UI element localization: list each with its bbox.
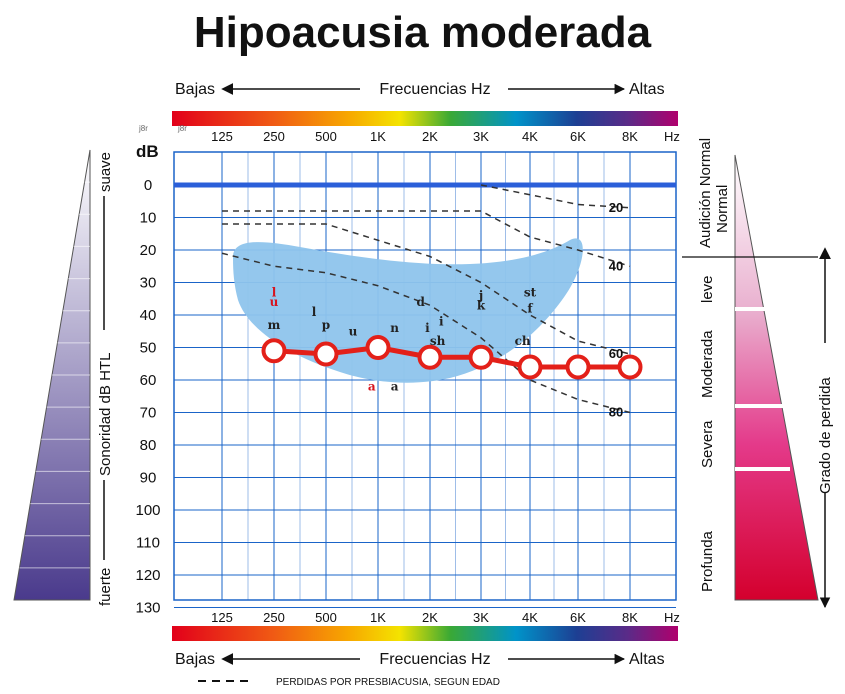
audiogram-point — [417, 344, 443, 370]
x-tick-label-top: 6K — [570, 129, 586, 144]
audiogram-point — [468, 344, 494, 370]
presbycusis-curve-label: 40 — [609, 258, 623, 273]
presbycusis-curve — [480, 184, 631, 209]
x-tick-label-top: 1K — [370, 129, 386, 144]
x-tick-label-bottom: 3K — [473, 610, 489, 625]
audiogram-point — [517, 354, 543, 380]
x-tick-label-bottom: 6K — [570, 610, 586, 625]
y-tick-label: 50 — [140, 340, 157, 357]
category-profound: Profunda — [699, 530, 716, 592]
speech-sound-label: d — [416, 295, 425, 309]
presbycusis-curve-label: 60 — [609, 346, 623, 361]
left-scale-label: Sonoridad dB HTL — [97, 353, 114, 476]
category-mild: leve — [699, 275, 716, 303]
y-tick-label: 30 — [140, 275, 157, 292]
presbycusis-curve — [222, 210, 631, 267]
db-unit-label: dB — [136, 142, 159, 161]
freq-center-label-bottom: Frecuencias Hz — [379, 651, 490, 668]
x-tick-label-bottom: 125 — [211, 610, 233, 625]
speech-sound-label: l — [272, 285, 277, 299]
freq-center-label: Frecuencias Hz — [379, 81, 490, 98]
category-moderate: Moderada — [699, 330, 716, 398]
x-tick-label-bottom: 1K — [370, 610, 386, 625]
speech-sound-label: sh — [430, 334, 446, 348]
y-tick-label: 10 — [140, 210, 157, 227]
y-tick-label: 130 — [135, 600, 160, 617]
y-tick-label: 120 — [135, 567, 160, 584]
x-tick-label-bottom: 2K — [422, 610, 438, 625]
y-tick-label: 0 — [144, 177, 152, 194]
x-tick-label-bottom: 500 — [315, 610, 337, 625]
presbycusis-curve — [222, 223, 631, 355]
category-normal-2: Normal — [714, 185, 731, 233]
x-tick-label-top: 250 — [263, 129, 285, 144]
speech-sound-label: n — [390, 321, 399, 335]
hz-unit-top: Hz — [664, 129, 680, 144]
speech-sound-label: a — [391, 380, 399, 394]
audiogram-point — [261, 338, 287, 364]
x-tick-label-top: 3K — [473, 129, 489, 144]
right-scale-label: Grado de perdida — [817, 377, 834, 494]
x-tick-label-top: 2K — [422, 129, 438, 144]
x-tick-label-bottom: 250 — [263, 610, 285, 625]
freq-high-label-bottom: Altas — [629, 651, 665, 668]
speech-sound-label: a — [368, 380, 376, 394]
speech-sound-label: i — [425, 321, 430, 335]
x-tick-label-top: 125 — [211, 129, 233, 144]
hz-unit-bottom: Hz — [664, 610, 680, 625]
y-tick-label: 90 — [140, 470, 157, 487]
freq-low-label: Bajas — [175, 81, 215, 98]
legend-text: PERDIDAS POR PRESBIACUSIA, SEGUN EDAD — [276, 677, 500, 688]
chart-title: Hipoacusia moderada — [193, 8, 652, 57]
left-label-bg — [94, 330, 114, 480]
presbycusis-curve-label: 20 — [609, 200, 623, 215]
y-tick-label: 80 — [140, 437, 157, 454]
y-tick-label: 40 — [140, 307, 157, 324]
x-tick-label-top: 8K — [622, 129, 638, 144]
soft-label: suave — [97, 152, 114, 192]
presbycusis-curve — [221, 252, 631, 414]
audiogram-point — [365, 335, 391, 360]
category-normal-1: Audición Normal — [697, 138, 714, 248]
spectrum-bar-bottom — [172, 626, 678, 641]
y-tick-label: 70 — [140, 405, 157, 422]
speech-sound-label: u — [349, 324, 358, 338]
strong-label: fuerte — [97, 568, 114, 606]
y-tick-label: 60 — [140, 372, 157, 389]
y-tick-label: 100 — [135, 502, 160, 519]
speech-sound-label: f — [527, 302, 533, 316]
tiny-label-1: j8r — [138, 124, 148, 133]
speech-sound-label: i — [439, 315, 444, 329]
loss-degree-wedge — [734, 154, 819, 601]
spectrum-bar-top — [172, 111, 678, 126]
speech-sound-label: ch — [515, 334, 531, 348]
speech-sound-label: st — [524, 285, 537, 299]
audiogram-point — [313, 341, 339, 367]
speech-sound-label: k — [477, 298, 486, 312]
speech-sound-label: l — [312, 305, 317, 319]
speech-sound-label: j — [478, 289, 483, 303]
strong-label-bg — [94, 560, 114, 610]
audiogram-point — [617, 354, 643, 380]
y-tick-label: 20 — [140, 242, 157, 259]
x-tick-label-top: 4K — [522, 129, 538, 144]
category-severe: Severa — [699, 420, 716, 468]
x-tick-label-bottom: 4K — [522, 610, 538, 625]
speech-sound-label: m — [268, 318, 281, 332]
audiogram-point — [565, 354, 591, 380]
freq-low-label-bottom: Bajas — [175, 651, 215, 668]
speech-sound-label: u — [270, 295, 279, 309]
right-label-bg — [812, 343, 836, 493]
presbycusis-curve-label: 80 — [609, 405, 623, 420]
tiny-label-2: j8r — [177, 124, 187, 133]
x-tick-label-top: 500 — [315, 129, 337, 144]
y-tick-label: 110 — [136, 535, 160, 552]
x-tick-label-bottom: 8K — [622, 610, 638, 625]
speech-sound-label: p — [322, 318, 330, 332]
freq-high-label: Altas — [629, 81, 665, 98]
